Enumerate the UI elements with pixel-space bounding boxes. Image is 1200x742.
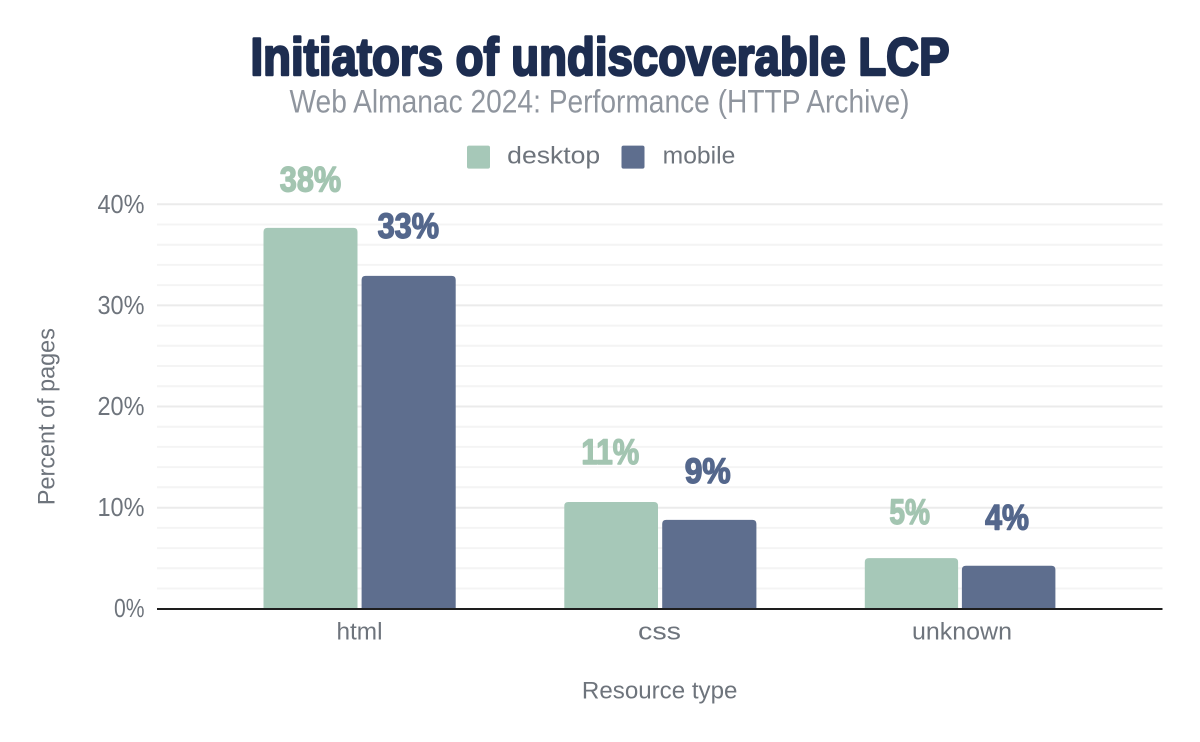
svg-text:11%: 11% bbox=[581, 433, 639, 472]
svg-text:4%: 4% bbox=[985, 498, 1029, 537]
svg-text:Resource type: Resource type bbox=[582, 677, 738, 704]
svg-text:unknown: unknown bbox=[912, 619, 1012, 646]
svg-text:html: html bbox=[337, 619, 383, 646]
svg-text:40%: 40% bbox=[98, 191, 145, 219]
svg-text:20%: 20% bbox=[98, 393, 145, 421]
svg-text:desktop: desktop bbox=[507, 142, 600, 169]
svg-text:30%: 30% bbox=[98, 292, 145, 320]
svg-text:33%: 33% bbox=[378, 207, 439, 246]
svg-text:Initiators of undiscoverable L: Initiators of undiscoverable LCP bbox=[251, 28, 950, 87]
svg-text:css: css bbox=[638, 619, 681, 646]
svg-text:Web Almanac 2024: Performance: Web Almanac 2024: Performance (HTTP Arch… bbox=[290, 84, 910, 120]
svg-text:5%: 5% bbox=[889, 493, 930, 532]
svg-text:mobile: mobile bbox=[663, 142, 736, 169]
svg-text:9%: 9% bbox=[685, 452, 731, 491]
svg-text:10%: 10% bbox=[98, 494, 145, 522]
svg-text:Percent of pages: Percent of pages bbox=[34, 328, 61, 505]
svg-text:38%: 38% bbox=[280, 160, 341, 199]
svg-text:0%: 0% bbox=[114, 595, 145, 623]
